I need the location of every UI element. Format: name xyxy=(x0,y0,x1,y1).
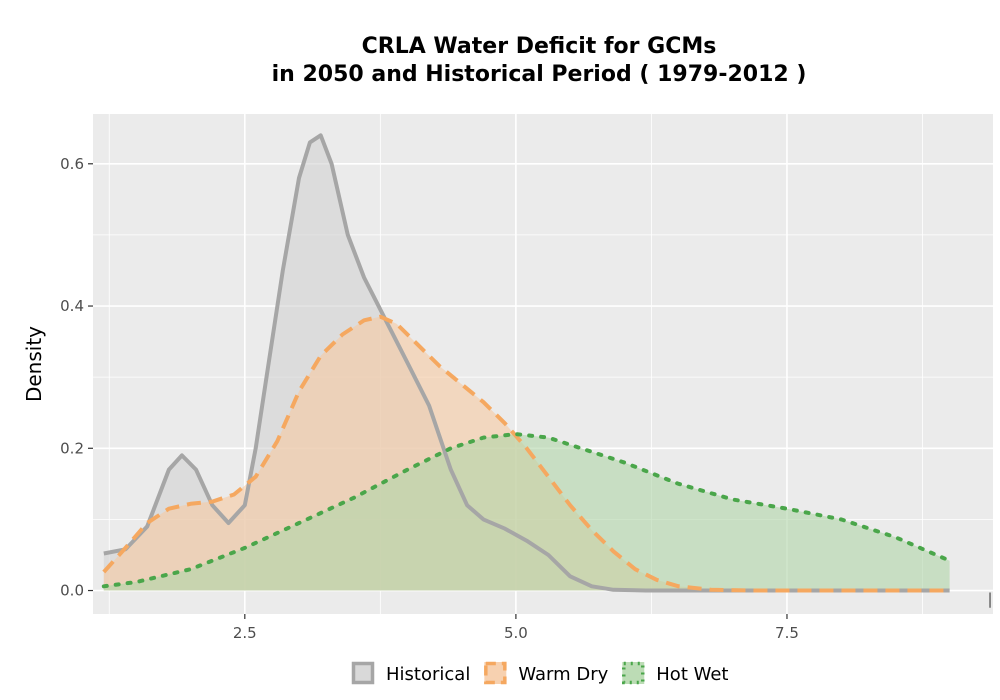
y-tick-label: 0.0 xyxy=(60,582,84,600)
legend-key-historical xyxy=(351,661,375,685)
density-line-historical xyxy=(103,133,950,593)
legend-label-hot-wet: Hot Wet xyxy=(656,664,728,685)
density-lines xyxy=(101,133,952,593)
y-tick-label: 0.4 xyxy=(60,297,84,315)
density-area-hot-wet xyxy=(103,434,950,591)
legend-label-warm-dry: Warm Dry xyxy=(518,664,608,685)
density-areas xyxy=(103,135,950,591)
y-axis-label: Density xyxy=(22,326,46,402)
legend: Historical Warm Dry Hot Wet xyxy=(351,661,728,685)
legend-key-hot-wet xyxy=(622,661,645,685)
legend-key-warm-dry xyxy=(484,661,507,685)
y-tick-label: 0.2 xyxy=(60,439,84,457)
x-tick-label: 5.0 xyxy=(504,624,528,642)
x-tick-label: 7.5 xyxy=(775,624,799,642)
chart-title-line-1: CRLA Water Deficit for GCMs xyxy=(362,34,717,59)
y-tick-label: 0.6 xyxy=(60,155,84,173)
x-tick-label: 2.5 xyxy=(233,624,257,642)
chart-title-line-2: in 2050 and Historical Period ( 1979-201… xyxy=(272,62,807,87)
density-line-warm-dry xyxy=(102,314,950,593)
density-line-hot-wet xyxy=(101,432,952,589)
axes: 2.5 5.0 7.5 0.0 0.2 0.4 0.6 xyxy=(60,155,799,642)
legend-label-historical: Historical xyxy=(386,664,470,685)
right-edge-tick: | xyxy=(987,590,992,608)
